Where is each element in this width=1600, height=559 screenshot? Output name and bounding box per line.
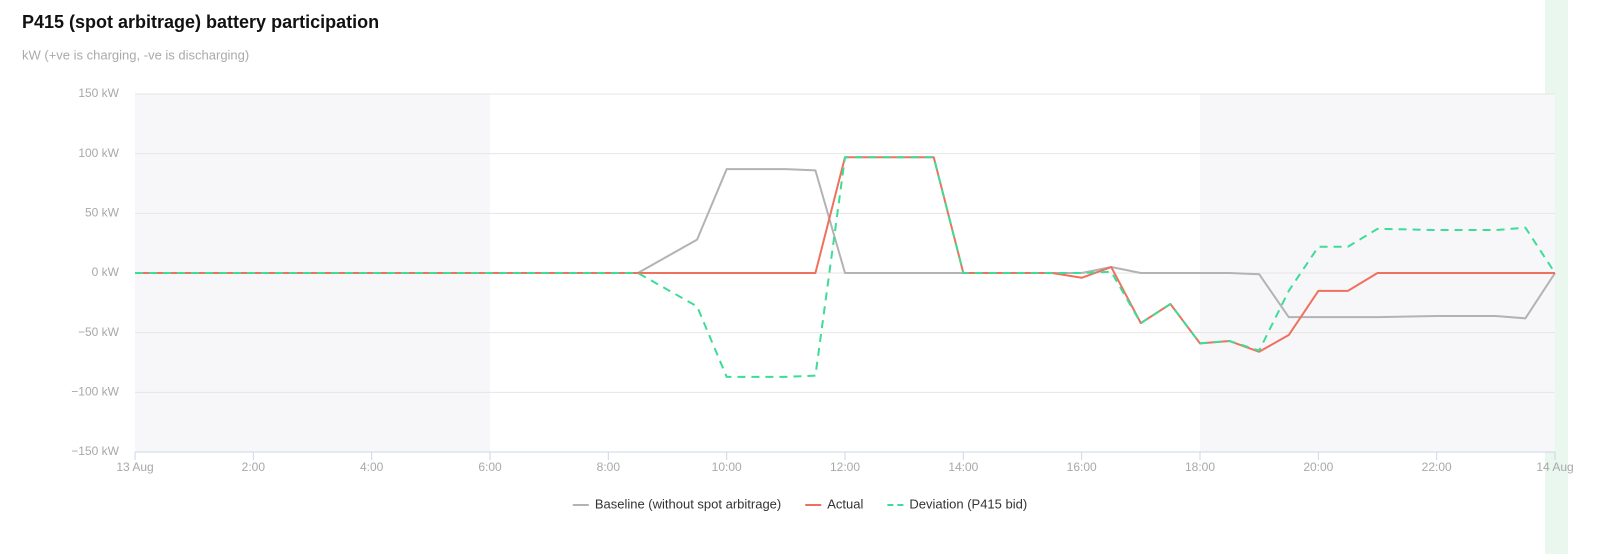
x-tick-label: 10:00 (712, 460, 742, 474)
y-tick-label: −100 kW (71, 385, 119, 399)
chart-subtitle: kW (+ve is charging, -ve is discharging) (22, 47, 249, 62)
x-tick-label: 18:00 (1185, 460, 1215, 474)
y-tick-label: 0 kW (92, 265, 120, 279)
x-tick-label: 22:00 (1422, 460, 1452, 474)
legend-label: Deviation (P415 bid) (909, 496, 1027, 511)
series-line (135, 168, 1556, 320)
x-tick-label: 6:00 (478, 460, 502, 474)
x-tick-label: 13 Aug (116, 460, 153, 474)
x-tick-label: 12:00 (830, 460, 860, 474)
series-line (135, 156, 1556, 378)
x-tick-label: 20:00 (1303, 460, 1333, 474)
y-tick-label: −50 kW (78, 325, 120, 339)
chart-title: P415 (spot arbitrage) battery participat… (22, 12, 379, 32)
legend-label: Actual (827, 496, 863, 511)
x-tick-label: 4:00 (360, 460, 384, 474)
x-tick-label: 2:00 (242, 460, 266, 474)
x-tick-label: 8:00 (597, 460, 621, 474)
x-tick-label: 14 Aug (1536, 460, 1573, 474)
y-tick-label: 100 kW (78, 146, 119, 160)
series-line (135, 156, 1555, 353)
y-tick-label: −150 kW (71, 444, 119, 458)
x-tick-label: 16:00 (1067, 460, 1097, 474)
x-tick-label: 14:00 (948, 460, 978, 474)
y-tick-label: 50 kW (85, 206, 120, 220)
y-tick-label: 150 kW (78, 86, 119, 100)
legend-label: Baseline (without spot arbitrage) (595, 496, 781, 511)
